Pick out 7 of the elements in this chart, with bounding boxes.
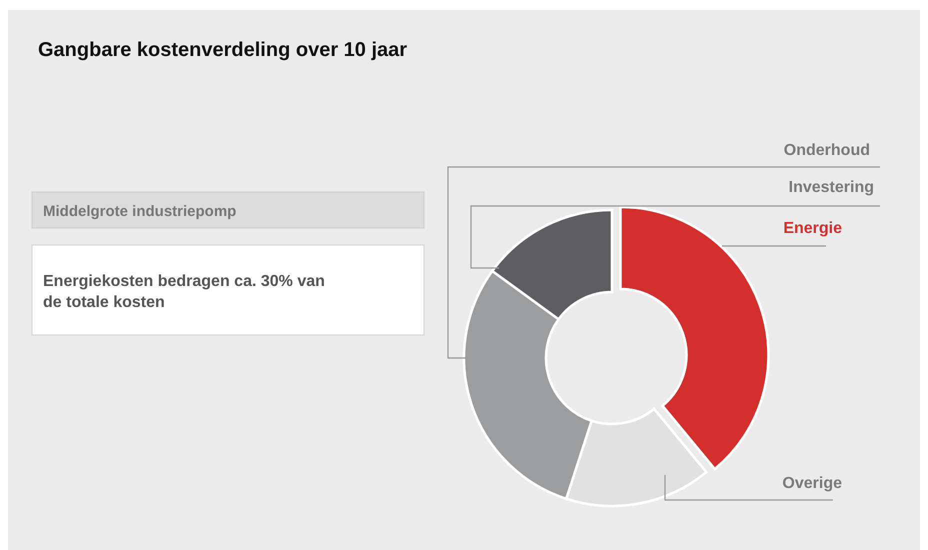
slice-label: Overige [782,475,842,492]
text: Gangbare kostenverdeling over 10 jaar [38,39,408,61]
text: Middelgrote industriepomp [43,203,236,220]
slice-label: Onderhoud [784,142,870,159]
text: Energiekosten bedragen ca. 30% van de totale kosten [43,273,325,311]
slice-label: Investering [788,179,874,196]
slice-label: Energie [783,220,842,237]
